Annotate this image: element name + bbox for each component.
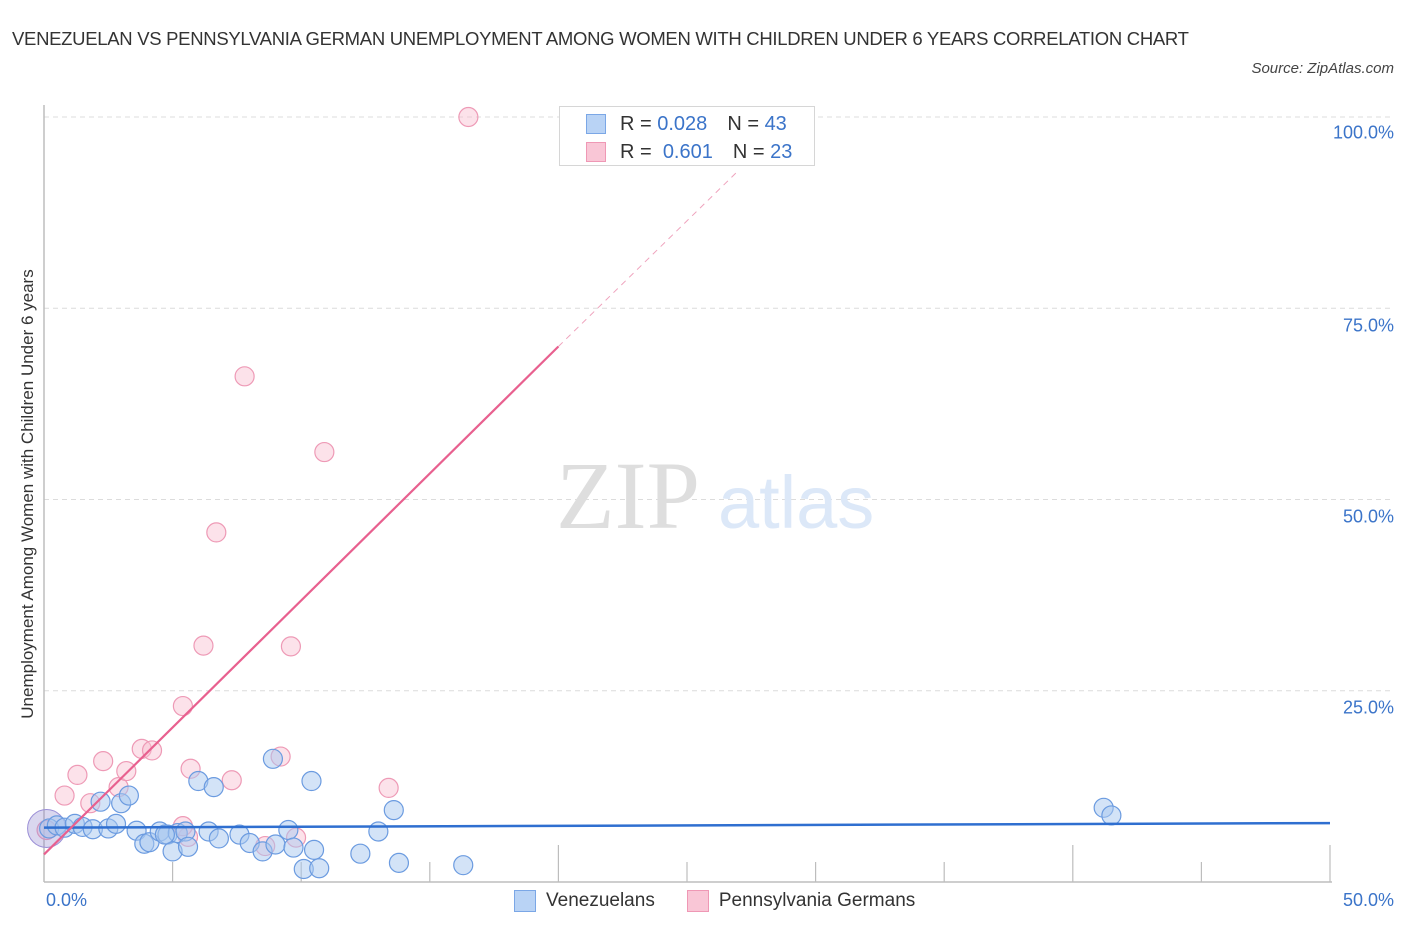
data-point xyxy=(368,821,389,842)
data-point xyxy=(234,366,255,387)
data-point xyxy=(177,836,199,857)
legend-label: Pennsylvania Germans xyxy=(718,890,916,911)
stats-legend: R = 0.028 N = 43 R = 0.601 N = 23 xyxy=(559,106,815,166)
n-label: N = xyxy=(732,140,765,163)
y-axis-label: Unemployment Among Women with Children U… xyxy=(18,269,37,719)
data-point xyxy=(283,837,304,858)
x-tick-50: 50.0% xyxy=(1342,890,1394,910)
series-venezuelans-points xyxy=(27,748,1122,880)
data-point xyxy=(350,843,371,864)
data-point xyxy=(262,748,284,769)
data-point xyxy=(154,824,175,845)
data-point xyxy=(221,770,242,791)
series-legend: Venezuelans Pennsylvania Germans xyxy=(514,890,947,912)
legend-item-venezuelans[interactable]: Venezuelans xyxy=(514,890,655,912)
data-point xyxy=(118,785,139,806)
data-point xyxy=(383,799,404,821)
data-point xyxy=(280,636,302,657)
data-point xyxy=(278,819,299,841)
data-point xyxy=(458,106,479,128)
legend-label: Venezuelans xyxy=(546,890,655,911)
n-value: 43 xyxy=(764,112,787,135)
data-point xyxy=(203,777,224,798)
data-point xyxy=(93,751,114,772)
y-tick-100: 100.0% xyxy=(1332,122,1394,143)
data-point xyxy=(388,852,410,873)
data-point xyxy=(172,695,193,717)
trend-line xyxy=(43,345,560,856)
trend-line-extension xyxy=(558,170,739,347)
gridlines xyxy=(44,116,1390,692)
data-point xyxy=(54,785,75,806)
stats-row-pennsylvania-germans: R = 0.601 N = 23 xyxy=(586,140,792,164)
y-tick-25: 25.0% xyxy=(1342,697,1394,718)
trend-line xyxy=(43,821,1331,829)
y-tick-75: 75.0% xyxy=(1342,315,1394,336)
data-point xyxy=(303,839,325,860)
blue-swatch-icon xyxy=(586,114,606,134)
n-label: N = xyxy=(727,112,759,135)
data-point xyxy=(1101,805,1122,826)
watermark-atlas: atlas xyxy=(718,461,874,544)
source-label: Source: ZipAtlas.com xyxy=(1251,60,1394,77)
trend-lines xyxy=(43,170,1331,856)
data-point xyxy=(309,858,330,879)
series-pennsylvania-germans-points xyxy=(36,106,479,857)
y-tick-50: 50.0% xyxy=(1342,506,1394,527)
x-tick-0: 0.0% xyxy=(46,890,88,910)
chart-title: VENEZUELAN VS PENNSYLVANIA GERMAN UNEMPL… xyxy=(12,28,1189,49)
data-point xyxy=(314,441,335,463)
data-point xyxy=(301,770,322,792)
pink-swatch-icon xyxy=(686,890,709,912)
data-point xyxy=(141,740,163,761)
r-value: 0.601 xyxy=(662,140,713,163)
data-point xyxy=(67,764,88,786)
axes xyxy=(43,105,1332,883)
n-value: 23 xyxy=(770,140,793,163)
watermark: ZIP atlas xyxy=(556,442,874,549)
r-value: 0.028 xyxy=(657,112,708,135)
data-point xyxy=(453,855,474,876)
r-label: R = xyxy=(620,112,652,135)
stats-row-venezuelans: R = 0.028 N = 43 xyxy=(586,112,787,136)
data-point xyxy=(206,522,227,543)
watermark-zip: ZIP xyxy=(556,442,700,549)
data-point xyxy=(105,813,127,834)
pink-swatch-icon xyxy=(586,142,606,162)
data-point xyxy=(116,760,137,782)
r-label: R = xyxy=(620,140,652,163)
legend-item-pennsylvania-germans[interactable]: Pennsylvania Germans xyxy=(686,890,916,912)
data-point xyxy=(193,635,214,656)
blue-swatch-icon xyxy=(514,890,536,912)
data-point xyxy=(378,777,399,799)
data-point xyxy=(208,828,229,849)
data-point xyxy=(90,791,111,812)
